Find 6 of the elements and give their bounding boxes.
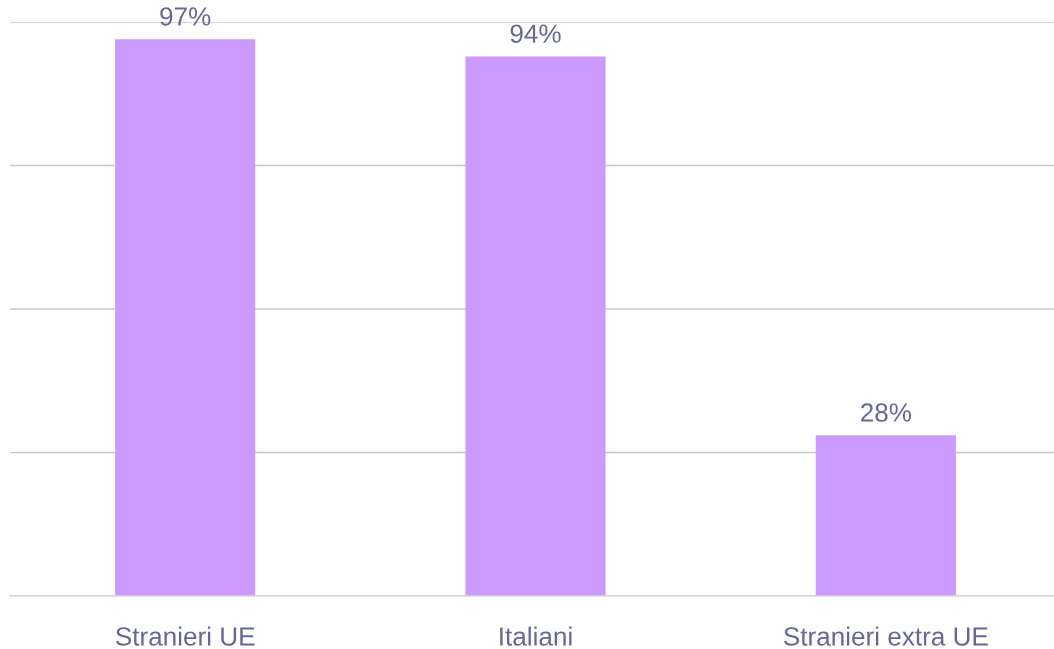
x-tick-label: Italiani — [500, 626, 572, 646]
x-tick-label: Stranieri UE — [115, 626, 255, 646]
data-label: 94% — [510, 24, 561, 43]
x-tick-label: Stranieri extra UE — [784, 626, 988, 646]
data-label: 97% — [160, 7, 211, 26]
data-label: 28% — [861, 403, 912, 422]
